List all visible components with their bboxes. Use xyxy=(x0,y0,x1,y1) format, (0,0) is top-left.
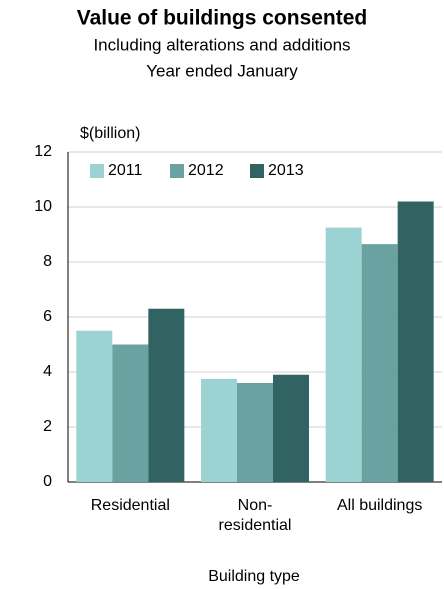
y-tick-label: 12 xyxy=(34,143,52,160)
legend-label: 2013 xyxy=(268,162,304,179)
y-tick-label: 6 xyxy=(43,308,52,325)
legend-label: 2011 xyxy=(108,162,143,179)
bar xyxy=(112,344,149,482)
y-tick-label: 2 xyxy=(43,418,52,435)
legend-swatch xyxy=(250,164,264,178)
bar xyxy=(361,244,398,482)
bar xyxy=(76,330,113,482)
legend-label: 2012 xyxy=(188,162,224,179)
bar xyxy=(148,308,185,482)
y-tick-label: 0 xyxy=(43,473,52,490)
y-tick-label: 8 xyxy=(43,253,52,270)
chart-subtitle: Including alterations and additions xyxy=(93,35,350,54)
y-tick-label: 10 xyxy=(34,198,52,215)
legend-swatch xyxy=(90,164,104,178)
y-axis-label: $(billion) xyxy=(80,125,140,142)
bar xyxy=(397,201,434,482)
chart-title: Value of buildings consented xyxy=(77,7,368,30)
x-axis-label: Building type xyxy=(208,568,300,585)
chart-subtitle: Year ended January xyxy=(146,61,298,80)
bar xyxy=(325,227,362,482)
bar xyxy=(237,383,273,482)
x-tick-label: Residential xyxy=(91,497,170,514)
y-tick-label: 4 xyxy=(43,363,52,380)
legend-swatch xyxy=(170,164,184,178)
x-tick-label: Non-residential xyxy=(219,497,292,534)
bar xyxy=(273,374,309,482)
bar xyxy=(201,378,237,482)
x-tick-label: All buildings xyxy=(337,497,422,514)
